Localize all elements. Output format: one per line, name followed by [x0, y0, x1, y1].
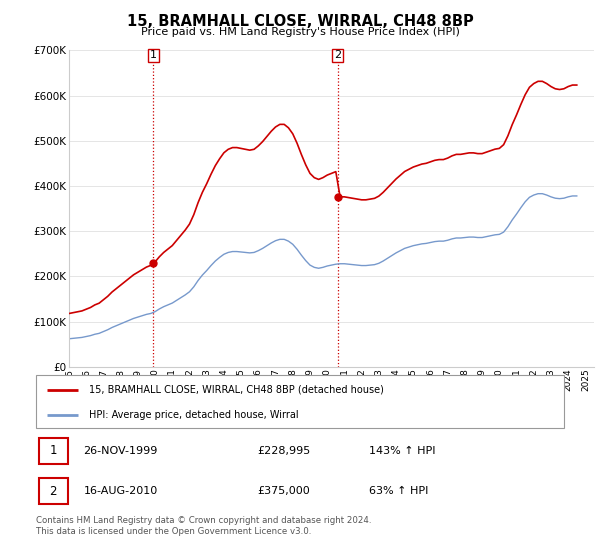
- Text: 15, BRAMHALL CLOSE, WIRRAL, CH48 8BP: 15, BRAMHALL CLOSE, WIRRAL, CH48 8BP: [127, 14, 473, 29]
- Text: 16-AUG-2010: 16-AUG-2010: [83, 486, 158, 496]
- Text: Price paid vs. HM Land Registry's House Price Index (HPI): Price paid vs. HM Land Registry's House …: [140, 27, 460, 37]
- FancyBboxPatch shape: [38, 438, 68, 464]
- Text: 2: 2: [334, 50, 341, 60]
- FancyBboxPatch shape: [36, 375, 564, 428]
- Text: 26-NOV-1999: 26-NOV-1999: [83, 446, 158, 456]
- Text: 143% ↑ HPI: 143% ↑ HPI: [368, 446, 435, 456]
- Text: Contains HM Land Registry data © Crown copyright and database right 2024.
This d: Contains HM Land Registry data © Crown c…: [36, 516, 371, 536]
- Text: 1: 1: [150, 50, 157, 60]
- Text: 15, BRAMHALL CLOSE, WIRRAL, CH48 8BP (detached house): 15, BRAMHALL CLOSE, WIRRAL, CH48 8BP (de…: [89, 385, 383, 395]
- Text: £228,995: £228,995: [258, 446, 311, 456]
- Text: £375,000: £375,000: [258, 486, 311, 496]
- Text: 63% ↑ HPI: 63% ↑ HPI: [368, 486, 428, 496]
- Text: HPI: Average price, detached house, Wirral: HPI: Average price, detached house, Wirr…: [89, 410, 298, 420]
- FancyBboxPatch shape: [38, 478, 68, 504]
- Text: 2: 2: [49, 485, 57, 498]
- Text: 1: 1: [49, 444, 57, 457]
